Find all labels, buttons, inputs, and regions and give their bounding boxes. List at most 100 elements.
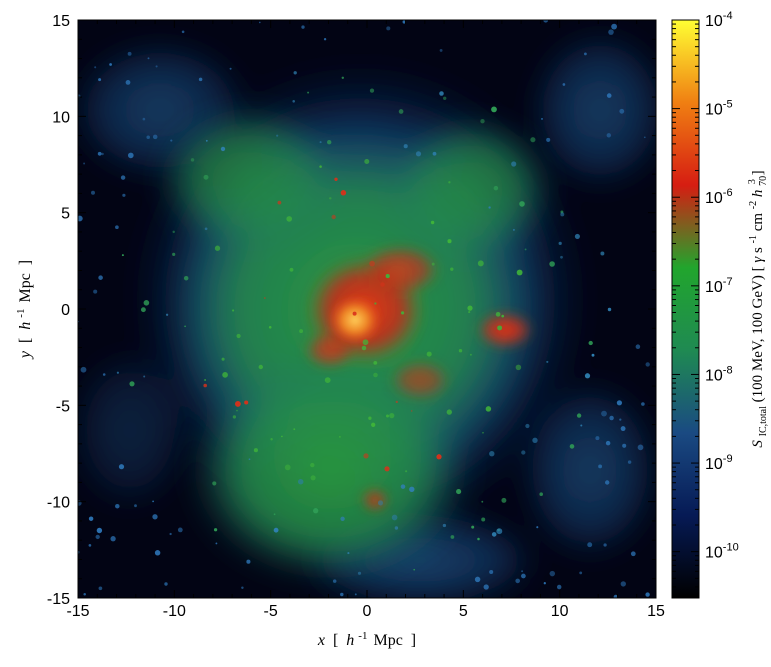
clump — [601, 410, 607, 417]
clump — [385, 274, 390, 279]
clump — [248, 458, 251, 461]
clump — [102, 373, 106, 376]
clump — [78, 215, 83, 222]
clump — [354, 593, 357, 596]
clump — [147, 57, 150, 60]
clump — [620, 426, 626, 432]
clump — [331, 214, 336, 220]
heatmap-image — [78, 20, 656, 598]
clump — [277, 200, 282, 205]
clump — [204, 379, 206, 381]
clump — [155, 65, 158, 68]
clump — [431, 262, 435, 266]
clump — [620, 581, 626, 587]
clump — [643, 136, 646, 139]
clump — [203, 174, 209, 180]
clump — [374, 302, 377, 305]
clump — [400, 484, 406, 489]
y-tick-label: 5 — [61, 206, 70, 223]
clump — [299, 329, 304, 334]
clump — [569, 444, 575, 449]
clump — [587, 542, 593, 548]
x-tick-label: -10 — [163, 603, 186, 620]
clump — [181, 30, 185, 34]
clump — [340, 190, 347, 196]
clump — [481, 517, 486, 522]
clump — [384, 466, 390, 472]
clump — [88, 516, 94, 521]
bright-emission — [305, 245, 533, 510]
clump — [369, 260, 375, 267]
clump — [332, 579, 337, 583]
x-tick-label: 15 — [647, 603, 665, 620]
clump — [637, 444, 644, 451]
clump — [214, 245, 221, 251]
clump — [622, 443, 627, 448]
clump — [512, 228, 515, 231]
clump — [109, 63, 112, 66]
clump — [116, 371, 119, 374]
clump — [292, 100, 295, 103]
clump — [203, 383, 208, 388]
clump — [340, 592, 344, 597]
clump — [456, 489, 462, 495]
clump — [415, 151, 422, 157]
clump — [645, 362, 650, 367]
clump — [541, 117, 543, 120]
clump — [409, 486, 415, 492]
clump — [426, 351, 432, 357]
clump — [616, 400, 623, 406]
x-axis: -15 -10 -5 0 5 10 15 — [66, 20, 665, 620]
clump — [329, 197, 332, 200]
clump — [549, 261, 555, 267]
clump — [263, 297, 266, 299]
clump — [258, 364, 263, 370]
clump — [96, 527, 103, 534]
clump — [323, 38, 327, 41]
clump — [501, 314, 505, 318]
clump — [115, 503, 120, 509]
clump — [603, 543, 607, 547]
clump — [405, 470, 408, 473]
clump — [430, 220, 435, 225]
clump — [515, 364, 522, 371]
clump — [80, 366, 87, 373]
clump — [532, 437, 538, 443]
clump — [485, 406, 492, 412]
cluster-core — [327, 294, 383, 346]
clump — [608, 29, 614, 35]
clump — [164, 582, 168, 586]
clump — [273, 513, 276, 516]
clump — [98, 78, 102, 82]
clump — [574, 233, 580, 239]
clump — [450, 535, 455, 539]
clump — [543, 582, 546, 585]
clump — [319, 165, 322, 168]
clump — [94, 66, 97, 69]
clump — [129, 381, 135, 387]
y-tick-label: -15 — [47, 591, 70, 608]
clump — [474, 576, 481, 583]
clump — [609, 415, 614, 421]
clump — [347, 552, 350, 555]
clump — [511, 161, 517, 167]
clump — [525, 423, 530, 429]
clump — [439, 48, 443, 52]
clump — [236, 409, 238, 412]
clump — [95, 534, 100, 540]
clump — [491, 532, 497, 537]
clump — [293, 428, 296, 431]
clump — [244, 400, 249, 405]
clump — [576, 413, 582, 418]
clump — [276, 134, 279, 137]
clump — [611, 23, 617, 30]
clump — [127, 51, 132, 56]
y-axis: -15 -10 -5 0 5 10 15 — [47, 13, 656, 608]
clump — [391, 514, 398, 521]
clump — [450, 267, 454, 271]
clump — [469, 353, 472, 356]
clump — [558, 241, 562, 246]
clump — [606, 133, 612, 138]
x-tick-label: -15 — [66, 603, 89, 620]
